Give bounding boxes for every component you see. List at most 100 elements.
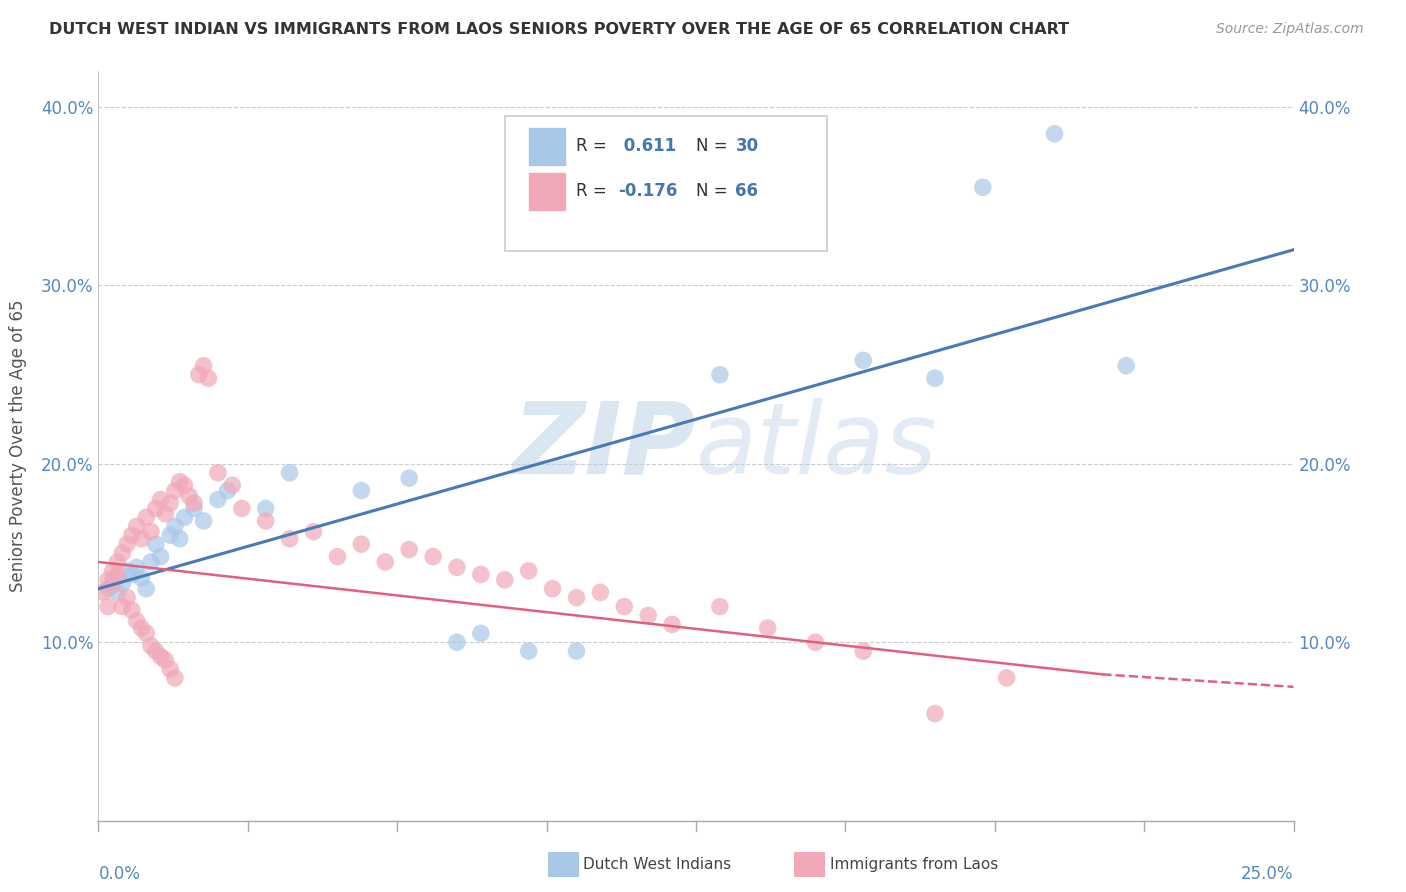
Point bbox=[163, 519, 186, 533]
Text: N =: N = bbox=[696, 182, 733, 200]
Text: DUTCH WEST INDIAN VS IMMIGRANTS FROM LAOS SENIORS POVERTY OVER THE AGE OF 65 COR: DUTCH WEST INDIAN VS IMMIGRANTS FROM LAO… bbox=[49, 22, 1070, 37]
Point bbox=[163, 483, 186, 498]
Point bbox=[169, 532, 191, 546]
Point bbox=[135, 582, 157, 596]
Point bbox=[278, 532, 301, 546]
Point bbox=[398, 542, 420, 557]
Point bbox=[159, 528, 181, 542]
Point bbox=[149, 492, 172, 507]
Point bbox=[589, 585, 612, 599]
Point bbox=[149, 649, 172, 664]
Point bbox=[398, 471, 420, 485]
Bar bbox=[529, 128, 565, 165]
Point bbox=[924, 706, 946, 721]
Point bbox=[350, 483, 373, 498]
Point bbox=[187, 368, 209, 382]
Point bbox=[446, 560, 468, 574]
Point bbox=[145, 537, 167, 551]
Point bbox=[661, 617, 683, 632]
Point bbox=[852, 353, 875, 368]
Point bbox=[197, 371, 219, 385]
Text: 0.0%: 0.0% bbox=[98, 865, 141, 883]
Text: 25.0%: 25.0% bbox=[1241, 865, 1294, 883]
Point bbox=[517, 644, 540, 658]
Text: ZIP: ZIP bbox=[513, 398, 696, 494]
Point bbox=[159, 496, 181, 510]
Point bbox=[193, 514, 215, 528]
Text: R =: R = bbox=[576, 137, 613, 155]
Point bbox=[852, 644, 875, 658]
Text: N =: N = bbox=[696, 137, 733, 155]
Point bbox=[173, 478, 195, 492]
Point bbox=[350, 537, 373, 551]
Point bbox=[131, 571, 153, 585]
Bar bbox=[529, 172, 565, 210]
Point bbox=[565, 591, 588, 605]
Point bbox=[179, 489, 201, 503]
Text: -0.176: -0.176 bbox=[619, 182, 678, 200]
Point bbox=[374, 555, 396, 569]
Point bbox=[193, 359, 215, 373]
Point bbox=[145, 644, 167, 658]
Point bbox=[135, 510, 157, 524]
Point bbox=[139, 639, 162, 653]
Point bbox=[101, 573, 124, 587]
Text: R =: R = bbox=[576, 182, 613, 200]
Point bbox=[637, 608, 659, 623]
Y-axis label: Seniors Poverty Over the Age of 65: Seniors Poverty Over the Age of 65 bbox=[10, 300, 27, 592]
Point bbox=[183, 501, 205, 516]
Text: Source: ZipAtlas.com: Source: ZipAtlas.com bbox=[1216, 22, 1364, 37]
Point bbox=[107, 585, 129, 599]
Point bbox=[756, 621, 779, 635]
Point bbox=[995, 671, 1018, 685]
Point bbox=[565, 644, 588, 658]
Point bbox=[139, 524, 162, 539]
Point bbox=[139, 555, 162, 569]
Point bbox=[207, 492, 229, 507]
Point bbox=[121, 567, 143, 582]
Point bbox=[446, 635, 468, 649]
Point bbox=[207, 466, 229, 480]
Point bbox=[613, 599, 636, 614]
Point bbox=[111, 576, 134, 591]
Point bbox=[169, 475, 191, 489]
Point bbox=[97, 582, 120, 596]
Point bbox=[254, 514, 277, 528]
Point bbox=[924, 371, 946, 385]
Point bbox=[121, 603, 143, 617]
Point bbox=[115, 537, 138, 551]
Point bbox=[131, 621, 153, 635]
Text: 66: 66 bbox=[735, 182, 758, 200]
Point bbox=[326, 549, 349, 564]
Point bbox=[494, 573, 516, 587]
Point bbox=[517, 564, 540, 578]
Text: 0.611: 0.611 bbox=[619, 137, 676, 155]
Point bbox=[1115, 359, 1137, 373]
Point bbox=[173, 510, 195, 524]
Point bbox=[972, 180, 994, 194]
Point bbox=[97, 573, 120, 587]
Point bbox=[278, 466, 301, 480]
Point bbox=[709, 599, 731, 614]
Point bbox=[91, 585, 114, 599]
Point bbox=[115, 591, 138, 605]
Point bbox=[125, 519, 148, 533]
Point bbox=[183, 496, 205, 510]
Point bbox=[221, 478, 243, 492]
Point bbox=[163, 671, 186, 685]
Point bbox=[121, 528, 143, 542]
FancyBboxPatch shape bbox=[505, 116, 827, 252]
Point bbox=[1043, 127, 1066, 141]
Point bbox=[217, 483, 239, 498]
Point bbox=[125, 614, 148, 628]
Point bbox=[541, 582, 564, 596]
Point bbox=[155, 653, 177, 667]
Point bbox=[135, 626, 157, 640]
Point bbox=[422, 549, 444, 564]
Point bbox=[101, 578, 124, 592]
Point bbox=[231, 501, 253, 516]
Point bbox=[254, 501, 277, 516]
Point bbox=[470, 567, 492, 582]
Point bbox=[115, 564, 138, 578]
Text: 30: 30 bbox=[735, 137, 758, 155]
